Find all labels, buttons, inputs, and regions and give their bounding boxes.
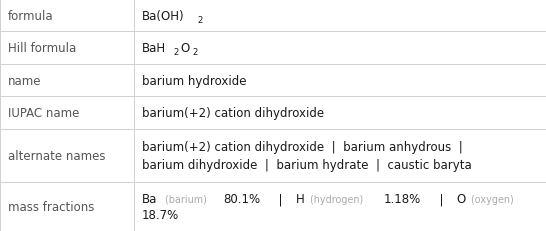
- Text: mass fractions: mass fractions: [8, 200, 94, 213]
- Text: 2: 2: [197, 16, 203, 25]
- Text: (oxygen): (oxygen): [468, 194, 514, 204]
- Text: barium(+2) cation dihydroxide  |  barium anhydrous  |: barium(+2) cation dihydroxide | barium a…: [142, 140, 462, 153]
- Text: |: |: [271, 192, 290, 205]
- Text: formula: formula: [8, 10, 54, 23]
- Text: 2: 2: [192, 48, 197, 57]
- Text: BaH: BaH: [142, 42, 166, 55]
- Text: name: name: [8, 74, 41, 87]
- Text: IUPAC name: IUPAC name: [8, 106, 79, 120]
- Text: Ba: Ba: [142, 192, 157, 205]
- Text: O: O: [456, 192, 466, 205]
- Text: 18.7%: 18.7%: [142, 208, 179, 221]
- Text: 80.1%: 80.1%: [223, 192, 260, 205]
- Text: 1.18%: 1.18%: [384, 192, 421, 205]
- Text: |: |: [432, 192, 451, 205]
- Text: (barium): (barium): [162, 194, 210, 204]
- Text: (hydrogen): (hydrogen): [307, 194, 366, 204]
- Text: barium dihydroxide  |  barium hydrate  |  caustic baryta: barium dihydroxide | barium hydrate | ca…: [142, 158, 472, 171]
- Text: barium hydroxide: barium hydroxide: [142, 74, 246, 87]
- Text: H: H: [296, 192, 305, 205]
- Text: barium(+2) cation dihydroxide: barium(+2) cation dihydroxide: [142, 106, 324, 120]
- Text: 2: 2: [173, 48, 179, 57]
- Text: alternate names: alternate names: [8, 149, 105, 162]
- Text: O: O: [180, 42, 189, 55]
- Text: Ba(OH): Ba(OH): [142, 10, 185, 23]
- Text: Hill formula: Hill formula: [8, 42, 76, 55]
